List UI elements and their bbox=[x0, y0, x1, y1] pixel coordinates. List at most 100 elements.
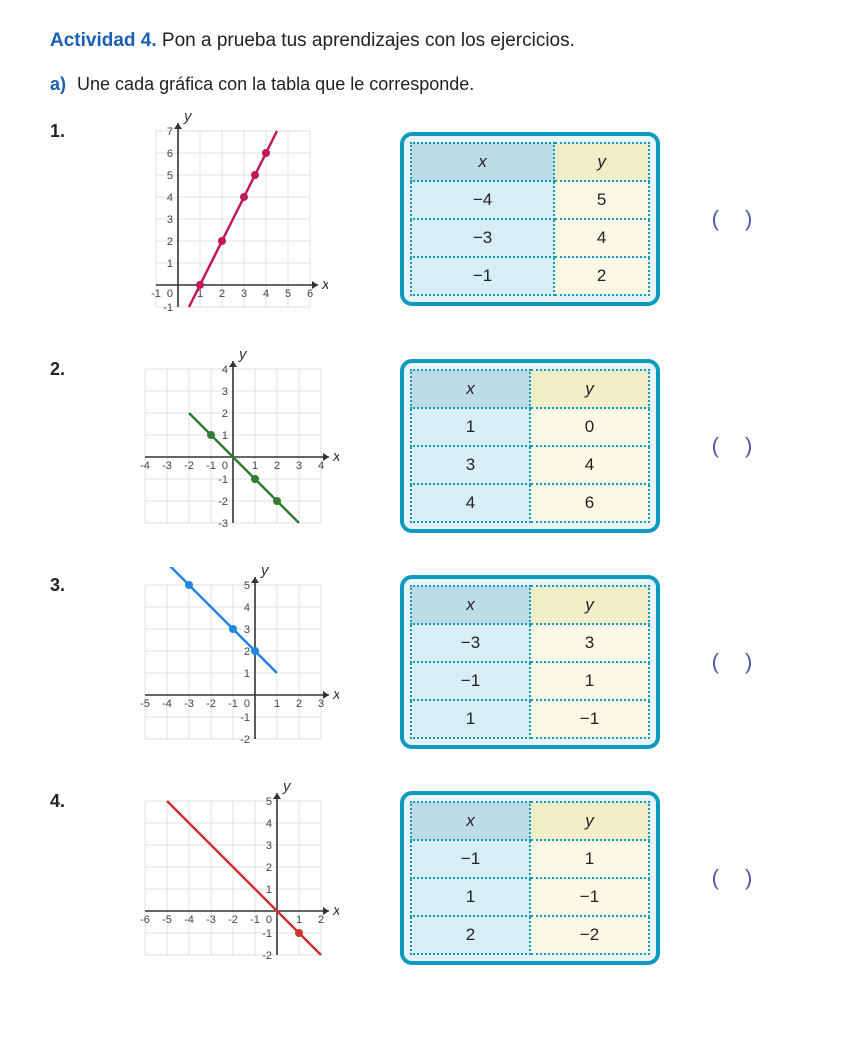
svg-text:-6: -6 bbox=[140, 914, 150, 926]
xy-table: xy−45−34−12 bbox=[400, 132, 660, 306]
xy-table: xy−111−12−2 bbox=[400, 791, 660, 965]
exercise-row: 1. -1123456-112345670xy xy−45−34−12 ( ) bbox=[50, 113, 793, 325]
svg-text:-2: -2 bbox=[262, 950, 272, 962]
svg-text:1: 1 bbox=[266, 884, 272, 896]
svg-text:-2: -2 bbox=[218, 496, 228, 508]
table-cell-x: 4 bbox=[411, 484, 530, 522]
table-cell-x: 1 bbox=[411, 878, 530, 916]
table-header-y: y bbox=[530, 370, 649, 408]
answer-blank[interactable]: ( ) bbox=[702, 206, 772, 232]
svg-text:x: x bbox=[332, 448, 339, 465]
table-header-y: y bbox=[554, 143, 649, 181]
svg-text:1: 1 bbox=[167, 258, 173, 270]
graph-svg: -1123456-112345670xy bbox=[138, 113, 328, 325]
svg-text:-3: -3 bbox=[218, 518, 228, 530]
svg-text:0: 0 bbox=[167, 288, 173, 300]
answer-blank[interactable]: ( ) bbox=[702, 865, 772, 891]
table-cell-y: 0 bbox=[530, 408, 649, 446]
graph-container: -4-3-2-11234-3-2-112340xy bbox=[108, 351, 358, 541]
table-row: −12 bbox=[411, 257, 649, 295]
svg-text:4: 4 bbox=[266, 818, 272, 830]
table-cell-y: 1 bbox=[530, 662, 649, 700]
xy-table: xy−33−111−1 bbox=[400, 575, 660, 749]
table-cell-x: 2 bbox=[411, 916, 530, 954]
table-cell-y: 5 bbox=[554, 181, 649, 219]
svg-text:3: 3 bbox=[266, 840, 272, 852]
svg-text:2: 2 bbox=[222, 408, 228, 420]
svg-text:-1: -1 bbox=[228, 698, 238, 710]
table-container: xy−45−34−12 bbox=[390, 132, 670, 306]
svg-text:2: 2 bbox=[296, 698, 302, 710]
table-cell-x: −1 bbox=[411, 662, 530, 700]
graph-container: -1123456-112345670xy bbox=[108, 113, 358, 325]
svg-text:4: 4 bbox=[318, 460, 324, 472]
activity-description: Pon a prueba tus aprendizajes con los ej… bbox=[157, 30, 575, 51]
table-header-y: y bbox=[530, 586, 649, 624]
svg-text:x: x bbox=[321, 276, 328, 293]
svg-text:-1: -1 bbox=[218, 474, 228, 486]
table-cell-x: −3 bbox=[411, 219, 554, 257]
table-row: 34 bbox=[411, 446, 649, 484]
svg-text:-2: -2 bbox=[206, 698, 216, 710]
svg-text:-3: -3 bbox=[162, 460, 172, 472]
svg-text:5: 5 bbox=[244, 580, 250, 592]
table-row: −34 bbox=[411, 219, 649, 257]
svg-text:-1: -1 bbox=[151, 288, 161, 300]
svg-text:6: 6 bbox=[167, 148, 173, 160]
table-cell-y: 4 bbox=[530, 446, 649, 484]
answer-blank[interactable]: ( ) bbox=[702, 433, 772, 459]
svg-text:0: 0 bbox=[266, 914, 272, 926]
table-cell-y: −2 bbox=[530, 916, 649, 954]
table-cell-y: 2 bbox=[554, 257, 649, 295]
table-row: −11 bbox=[411, 840, 649, 878]
svg-text:x: x bbox=[332, 902, 339, 919]
svg-text:5: 5 bbox=[285, 288, 291, 300]
table-row: 1−1 bbox=[411, 700, 649, 738]
question-letter: a) bbox=[50, 74, 66, 94]
table-row: −11 bbox=[411, 662, 649, 700]
graph-number: 2. bbox=[50, 359, 76, 380]
svg-text:4: 4 bbox=[222, 364, 228, 376]
table-row: 46 bbox=[411, 484, 649, 522]
graph-container: -6-5-4-3-2-112-2-1123450xy bbox=[108, 783, 358, 973]
svg-text:-4: -4 bbox=[184, 914, 194, 926]
question-text: Une cada gráfica con la tabla que le cor… bbox=[77, 74, 474, 94]
svg-text:y: y bbox=[238, 351, 248, 363]
svg-text:3: 3 bbox=[296, 460, 302, 472]
graph-svg: -6-5-4-3-2-112-2-1123450xy bbox=[127, 783, 339, 973]
svg-text:4: 4 bbox=[263, 288, 269, 300]
svg-text:3: 3 bbox=[167, 214, 173, 226]
exercise-row: 3. -5-4-3-2-1123-2-1123450xy xy−33−111−1… bbox=[50, 567, 793, 757]
table-container: xy−33−111−1 bbox=[390, 575, 670, 749]
svg-text:2: 2 bbox=[167, 236, 173, 248]
svg-text:6: 6 bbox=[307, 288, 313, 300]
table-cell-x: −1 bbox=[411, 840, 530, 878]
svg-text:-1: -1 bbox=[250, 914, 260, 926]
answer-blank[interactable]: ( ) bbox=[702, 649, 772, 675]
svg-text:-5: -5 bbox=[162, 914, 172, 926]
table-cell-y: 1 bbox=[530, 840, 649, 878]
table-container: xy−111−12−2 bbox=[390, 791, 670, 965]
table-header-x: x bbox=[411, 586, 530, 624]
graph-number: 4. bbox=[50, 791, 76, 812]
table-row: 1−1 bbox=[411, 878, 649, 916]
svg-text:1: 1 bbox=[296, 914, 302, 926]
svg-text:-4: -4 bbox=[162, 698, 172, 710]
svg-text:0: 0 bbox=[222, 460, 228, 472]
svg-text:-1: -1 bbox=[163, 302, 173, 314]
svg-text:3: 3 bbox=[244, 624, 250, 636]
table-cell-x: −1 bbox=[411, 257, 554, 295]
svg-text:1: 1 bbox=[222, 430, 228, 442]
svg-text:-1: -1 bbox=[206, 460, 216, 472]
svg-text:x: x bbox=[332, 686, 339, 703]
table-row: 10 bbox=[411, 408, 649, 446]
table-header-x: x bbox=[411, 370, 530, 408]
graph-number: 3. bbox=[50, 575, 76, 596]
svg-text:2: 2 bbox=[219, 288, 225, 300]
table-cell-y: 3 bbox=[530, 624, 649, 662]
xy-table: xy103446 bbox=[400, 359, 660, 533]
svg-text:-5: -5 bbox=[140, 698, 150, 710]
svg-text:2: 2 bbox=[266, 862, 272, 874]
question-a: a) Une cada gráfica con la tabla que le … bbox=[50, 74, 793, 95]
svg-text:-3: -3 bbox=[184, 698, 194, 710]
